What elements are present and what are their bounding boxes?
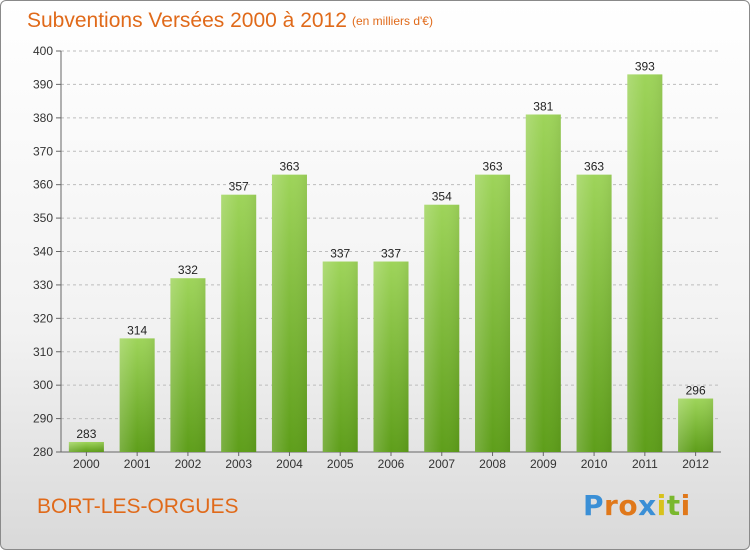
logo-letter: o [618, 489, 639, 522]
x-tick-label-2004: 2004 [276, 457, 303, 471]
y-tick-label: 300 [33, 378, 53, 392]
bar-shine-2012 [678, 398, 714, 452]
value-label-2005: 337 [330, 247, 350, 261]
value-label-2012: 296 [686, 384, 706, 398]
bar-shine-2006 [373, 261, 409, 452]
value-label-2003: 357 [229, 180, 249, 194]
logo-letter: x [638, 489, 657, 522]
x-tick-label-2010: 2010 [581, 457, 608, 471]
bar-shine-2011 [627, 74, 663, 453]
y-tick-label: 280 [33, 445, 53, 459]
value-label-2000: 283 [76, 427, 96, 441]
value-label-2004: 363 [279, 160, 299, 174]
bar-shine-2002 [170, 278, 206, 452]
chart-title: Subventions Versées 2000 à 2012 [27, 9, 347, 32]
bar-shine-2001 [119, 338, 155, 452]
bar-shine-2000 [68, 441, 104, 452]
y-tick-label: 380 [33, 111, 53, 125]
value-label-2010: 363 [584, 160, 604, 174]
y-tick-label: 400 [33, 44, 53, 58]
value-label-2007: 354 [432, 190, 452, 204]
x-tick-label-2012: 2012 [682, 457, 709, 471]
x-tick-label-2008: 2008 [479, 457, 506, 471]
bar-shine-2004 [271, 174, 307, 452]
y-tick-label: 310 [33, 345, 53, 359]
bar-shine-2009 [525, 114, 561, 452]
x-tick-label-2001: 2001 [124, 457, 151, 471]
x-tick-label-2007: 2007 [428, 457, 455, 471]
y-tick-label: 290 [33, 412, 53, 426]
y-tick-label: 370 [33, 144, 53, 158]
y-tick-label: 360 [33, 178, 53, 192]
value-label-2006: 337 [381, 247, 401, 261]
data-labels: 283 314 332 357 363 337 337 354 363 381 363 393 296 [76, 59, 706, 441]
logo-letter: r [604, 489, 619, 522]
y-tick-label: 320 [33, 311, 53, 325]
axes: 280 290 300 310 320 330 340 350 360 370 380 390 400 2… [33, 44, 721, 471]
proxiti-logo[interactable]: Proxiti [583, 489, 691, 522]
bar-shine-2007 [424, 204, 460, 452]
logo-letter: i [656, 489, 667, 522]
value-label-2009: 381 [533, 99, 553, 113]
chart-unit-subtitle: (en milliers d'€) [352, 14, 433, 28]
value-label-2011: 393 [635, 59, 655, 73]
y-tick-label: 350 [33, 211, 53, 225]
value-label-2001: 314 [127, 323, 147, 337]
value-label-2002: 332 [178, 263, 198, 277]
x-tick-label-2003: 2003 [225, 457, 252, 471]
value-label-2008: 363 [483, 160, 503, 174]
bars [68, 74, 714, 453]
bar-shine-2005 [322, 261, 358, 452]
bar-shine-2010 [576, 174, 612, 452]
x-tick-label-2006: 2006 [378, 457, 405, 471]
y-tick-label: 340 [33, 245, 53, 259]
y-tick-label: 330 [33, 278, 53, 292]
logo-letter: i [680, 489, 691, 522]
bar-shine-2008 [475, 174, 511, 452]
logo-letter: P [583, 489, 605, 522]
x-tick-label-2002: 2002 [175, 457, 202, 471]
logo-letter: t [666, 489, 681, 522]
commune-name: BORT-LES-ORGUES [37, 495, 239, 518]
x-tick-label-2000: 2000 [73, 457, 100, 471]
y-tick-label: 390 [33, 77, 53, 91]
bar-shine-2003 [221, 194, 257, 453]
x-tick-label-2009: 2009 [530, 457, 557, 471]
x-tick-label-2011: 2011 [632, 457, 658, 471]
x-tick-label-2005: 2005 [327, 457, 354, 471]
